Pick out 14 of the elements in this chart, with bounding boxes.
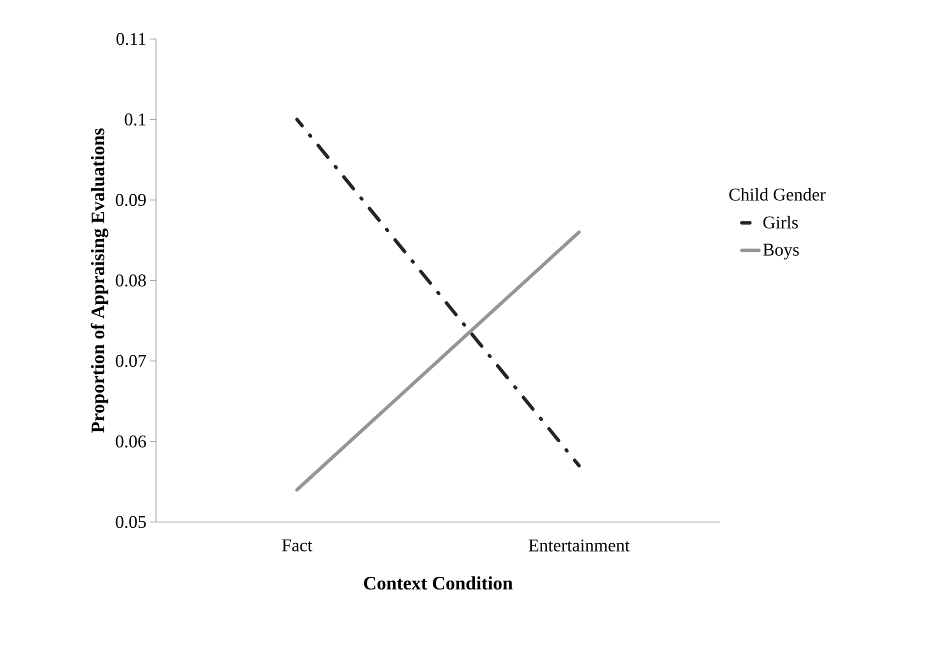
y-tick-label: 0.11 xyxy=(116,32,146,46)
x-tick-label: Fact xyxy=(282,539,312,552)
y-tick-label: 0.1 xyxy=(124,113,146,126)
legend-label: Girls xyxy=(763,216,798,229)
x-axis-title: Context Condition xyxy=(364,576,513,590)
x-tick-label: Entertainment xyxy=(528,539,630,552)
y-tick-label: 0.06 xyxy=(116,435,146,448)
y-tick-label: 0.05 xyxy=(116,516,146,528)
y-axis-title: Proportion of Appraising Evaluations xyxy=(90,128,108,433)
y-tick-label: 0.09 xyxy=(116,194,146,206)
y-tick-label: 0.08 xyxy=(116,274,146,287)
legend-label: Boys xyxy=(763,244,799,260)
y-tick-label: 0.07 xyxy=(116,354,146,368)
legend-title: Child Gender xyxy=(729,188,826,201)
